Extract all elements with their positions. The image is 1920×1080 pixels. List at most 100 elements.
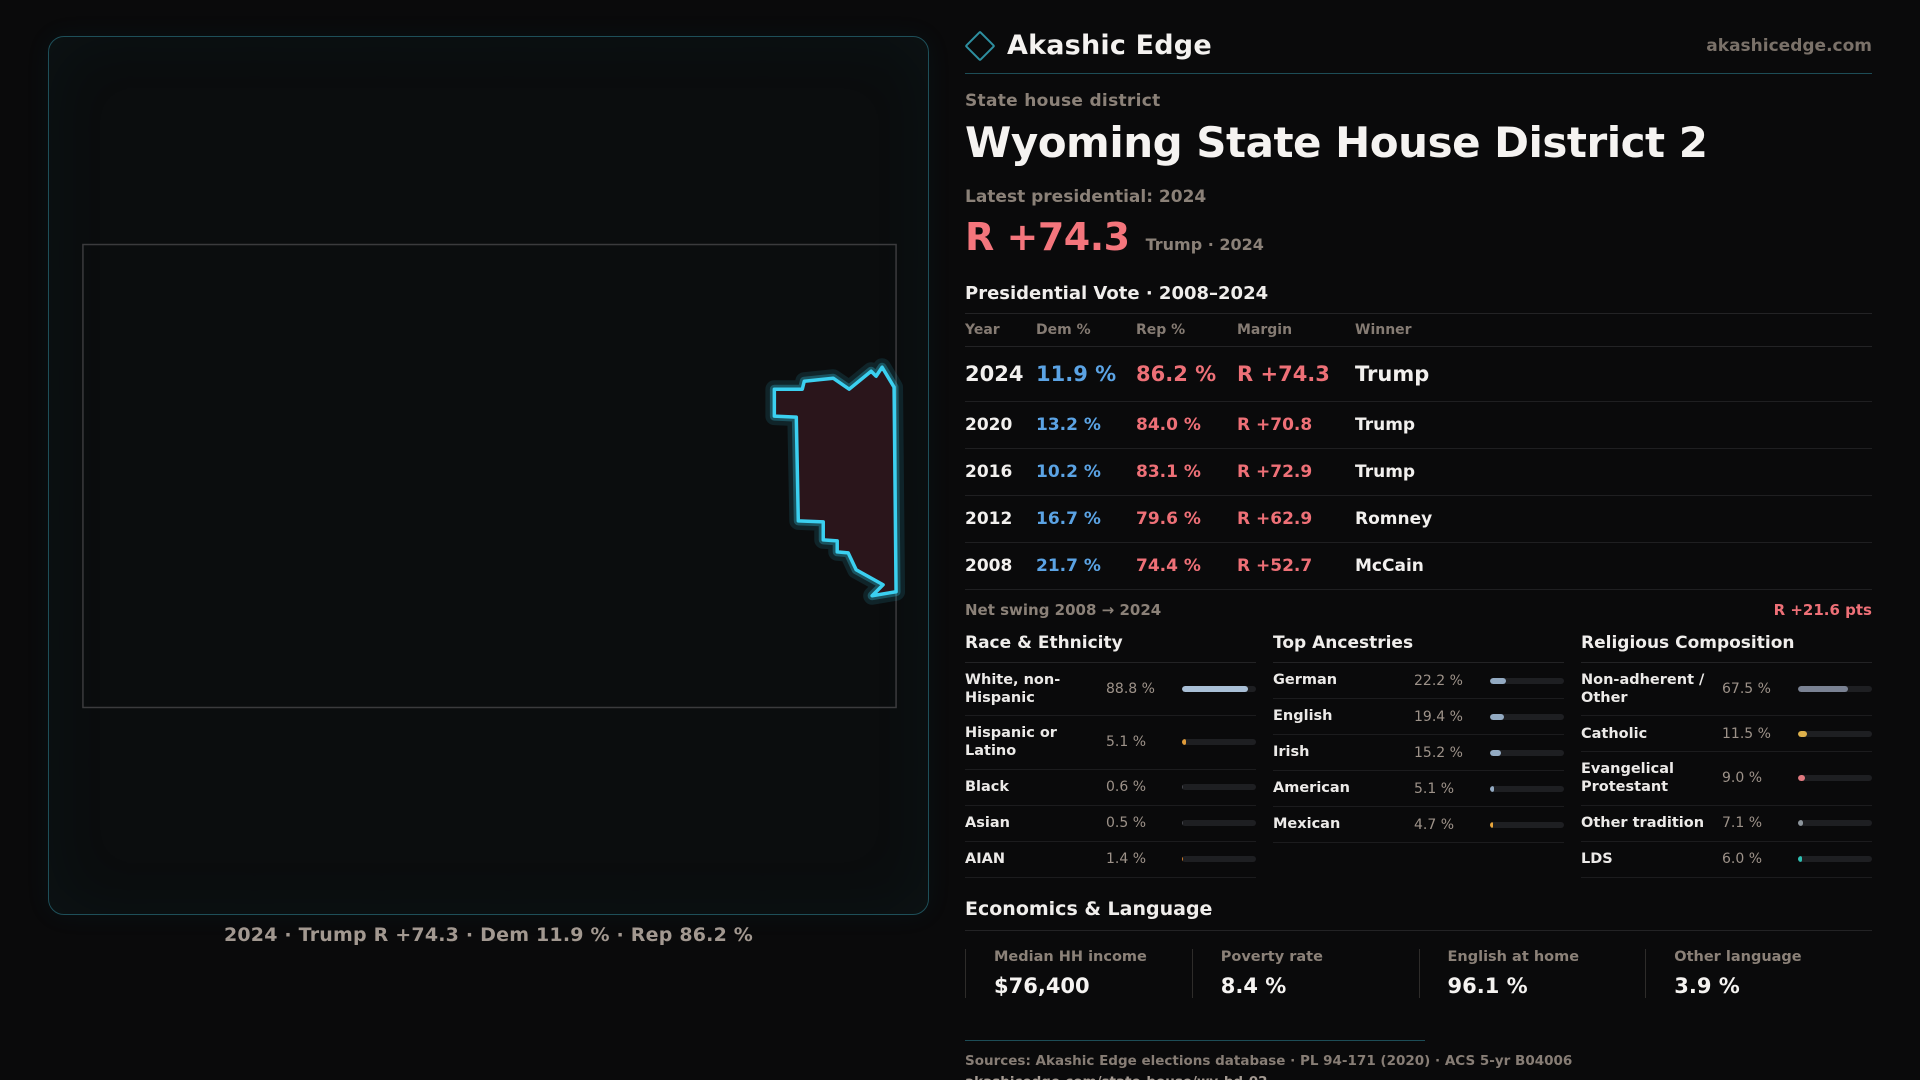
list-item: Asian 0.5 % <box>965 806 1256 842</box>
permalink[interactable]: akashicedge.com/state-house/wy-hd-02 <box>965 1074 1872 1080</box>
headline-note: Trump · 2024 <box>1145 235 1264 254</box>
bar-track <box>1490 713 1564 720</box>
list-item: AIAN 1.4 % <box>965 842 1256 878</box>
list-item: Catholic 11.5 % <box>1581 716 1872 753</box>
demographics: Race & Ethnicity White, non-Hispanic 88.… <box>965 633 1872 878</box>
cell-dem: 21.7 % <box>1036 556 1101 576</box>
cell-year: 2020 <box>965 415 1013 435</box>
sources-line: Sources: Akashic Edge elections database… <box>965 1052 1573 1069</box>
bar-track <box>1490 785 1564 792</box>
cell-winner: McCain <box>1355 556 1424 576</box>
demo-label: Catholic <box>1581 725 1648 742</box>
cell-dem: 10.2 % <box>1036 462 1101 482</box>
diamond-logo-icon <box>964 29 996 62</box>
list-item: Other tradition 7.1 % <box>1581 806 1872 842</box>
cell-rep: 86.2 % <box>1136 362 1217 386</box>
section-title: Top Ancestries <box>1273 633 1564 663</box>
demo-label: American <box>1273 780 1350 797</box>
table-row: 2020 13.2 % 84.0 % R +70.8 Trump <box>965 402 1872 449</box>
economics-stats: Median HH income $76,400 Poverty rate 8.… <box>965 948 1872 998</box>
stat-label: Median HH income <box>994 948 1147 965</box>
bar-fill <box>1490 677 1507 684</box>
bar-track <box>1182 739 1256 746</box>
bar-track <box>1490 821 1564 828</box>
demo-label: AIAN <box>965 850 1005 867</box>
cell-winner: Trump <box>1355 415 1416 435</box>
cell-dem: 11.9 % <box>1036 362 1117 386</box>
demo-label: Evangelical Protestant <box>1581 761 1674 796</box>
demo-value: 88.8 % <box>1106 681 1155 698</box>
bar-track <box>1182 856 1256 862</box>
demo-value: 7.1 % <box>1722 815 1763 831</box>
brand-name: Akashic Edge <box>1007 30 1212 61</box>
table-row: 2012 16.7 % 79.6 % R +62.9 Romney <box>965 496 1872 543</box>
col-rep: Rep % <box>1136 322 1186 338</box>
demo-value: 0.5 % <box>1106 815 1147 831</box>
stat-value: 96.1 % <box>1447 973 1528 998</box>
cell-year: 2016 <box>965 462 1013 482</box>
list-item: Evangelical Protestant 9.0 % <box>1581 752 1872 806</box>
list-item: Black 0.6 % <box>965 770 1256 806</box>
bar-track <box>1182 784 1256 790</box>
bar-track <box>1182 820 1256 826</box>
demo-value: 15.2 % <box>1414 744 1463 761</box>
demo-label: German <box>1273 672 1338 689</box>
list-item: Hispanic or Latino 5.1 % <box>965 716 1256 770</box>
cell-margin: R +72.9 <box>1237 462 1313 482</box>
table-row: 2024 11.9 % 86.2 % R +74.3 Trump <box>965 347 1872 402</box>
cell-margin: R +62.9 <box>1237 509 1313 529</box>
cell-rep: 84.0 % <box>1136 415 1201 435</box>
demo-label: LDS <box>1581 850 1613 867</box>
cell-dem: 16.7 % <box>1036 509 1101 529</box>
list-item: English 19.4 % <box>1273 699 1564 735</box>
bar-fill <box>1798 775 1805 782</box>
brand-header: Akashic Edge akashicedge.com <box>964 29 1872 62</box>
vote-table-title: Presidential Vote · 2008–2024 <box>965 283 1269 304</box>
demo-label: Hispanic or Latino <box>965 725 1057 760</box>
stat-label: Other language <box>1674 948 1802 965</box>
net-swing-row: Net swing 2008 → 2024 R +21.6 pts <box>965 590 1872 625</box>
map-caption: 2024 · Trump R +74.3 · Dem 11.9 % · Rep … <box>223 924 754 946</box>
col-margin: Margin <box>1237 322 1293 338</box>
district-map-panel <box>48 36 929 915</box>
col-winner: Winner <box>1355 322 1412 338</box>
net-swing-label: Net swing 2008 → 2024 <box>965 601 1162 619</box>
section-top-ancestries: Top Ancestries German 22.2 % English 19.… <box>1273 633 1564 878</box>
list-item: German 22.2 % <box>1273 663 1564 699</box>
kicker: State house district <box>965 91 1161 111</box>
brand-domain-link[interactable]: akashicedge.com <box>1706 35 1872 56</box>
demo-value: 22.2 % <box>1414 672 1463 689</box>
bar-track <box>1798 775 1872 782</box>
list-item: LDS 6.0 % <box>1581 842 1872 878</box>
demo-label: Black <box>965 778 1010 795</box>
detail-panel: Akashic Edge akashicedge.com State house… <box>964 29 1872 1080</box>
bar-fill <box>1182 856 1184 862</box>
demo-label: Non-adherent / Other <box>1581 672 1705 707</box>
list-item: Non-adherent / Other 67.5 % <box>1581 663 1872 717</box>
page-title: Wyoming State House District 2 <box>965 118 1708 167</box>
demo-value: 5.1 % <box>1414 780 1455 797</box>
cell-rep: 74.4 % <box>1136 556 1201 576</box>
bar-track <box>1182 686 1256 693</box>
cell-margin: R +74.3 <box>1237 362 1330 386</box>
demo-label: Asian <box>965 814 1010 831</box>
section-title: Race & Ethnicity <box>965 633 1256 663</box>
stat-value: 3.9 % <box>1674 973 1740 998</box>
district-shape <box>772 365 898 598</box>
cell-winner: Trump <box>1355 362 1430 386</box>
cell-rep: 79.6 % <box>1136 509 1201 529</box>
demo-label: Other tradition <box>1581 814 1705 831</box>
stat-label: Poverty rate <box>1220 948 1323 965</box>
section-religious-composition: Religious Composition Non-adherent / Oth… <box>1581 633 1872 878</box>
demo-value: 19.4 % <box>1414 708 1463 725</box>
bar-fill <box>1490 785 1494 792</box>
list-item: American 5.1 % <box>1273 771 1564 807</box>
demo-value: 1.4 % <box>1106 851 1147 867</box>
bar-fill <box>1798 856 1803 862</box>
demo-value: 5.1 % <box>1106 734 1147 751</box>
bar-track <box>1490 677 1564 684</box>
cell-margin: R +70.8 <box>1237 415 1313 435</box>
table-row: 2008 21.7 % 74.4 % R +52.7 McCain <box>965 543 1872 590</box>
cell-margin: R +52.7 <box>1237 556 1313 576</box>
section-race-ethnicity: Race & Ethnicity White, non-Hispanic 88.… <box>965 633 1256 878</box>
